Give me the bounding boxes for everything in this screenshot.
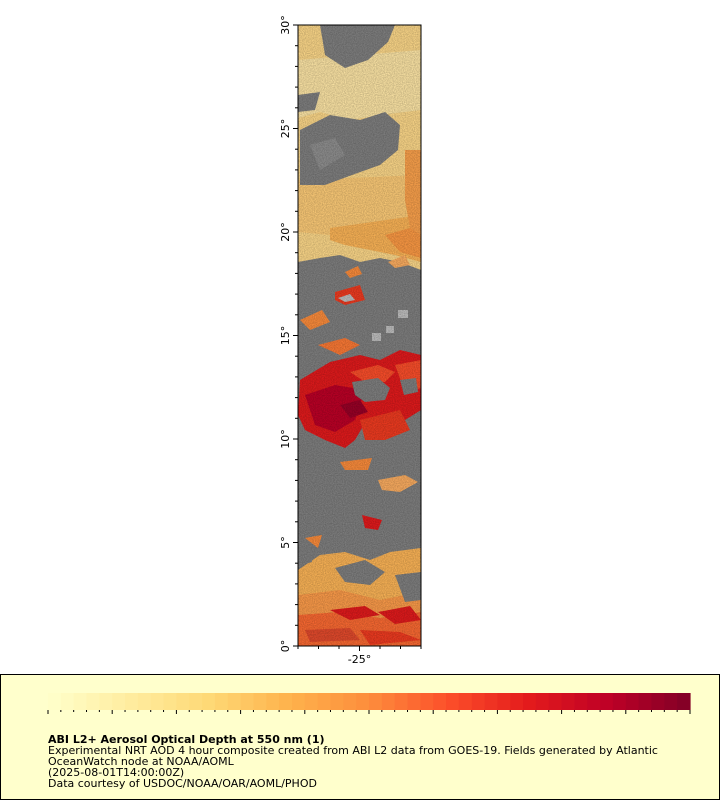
colorbar-tick-label: 0.7 (489, 714, 507, 715)
colorbar-cell (304, 693, 319, 710)
lat-tick-label: 30° (279, 15, 292, 35)
colorbar-cell (612, 693, 627, 710)
colorbar-cell (356, 693, 370, 710)
colorbar-cell (433, 693, 447, 710)
colorbar-cell (535, 693, 550, 710)
colorbar-cell (548, 693, 563, 710)
colorbar-cell (150, 693, 165, 710)
colorbar-cell (664, 693, 678, 710)
colorbar-cell (330, 693, 344, 710)
colorbar-tick-label: 0.8 (553, 714, 571, 715)
legend-credit: Data courtesy of USDOC/NOAA/OAR/AOML/PHO… (48, 777, 317, 790)
colorbar-cell (484, 693, 498, 710)
colorbar-cell (240, 693, 255, 710)
colorbar-cell (291, 693, 306, 710)
colorbar-cell (214, 693, 229, 710)
colorbar-cell (317, 693, 332, 710)
lat-tick-label: 25° (279, 119, 292, 139)
colorbar-cell (369, 693, 383, 710)
colorbar-cell (446, 693, 460, 710)
colorbar-cell (407, 693, 421, 710)
colorbar-cell (343, 693, 357, 710)
colorbar-cell (651, 693, 665, 710)
colorbar-cell (227, 693, 242, 710)
colorbar-ticks: 0 0.1 0.2 0.3 0.4 0.5 0.6 0.7 0.8 0.9 1 (45, 710, 694, 715)
legend-title: ABI L2+ Aerosol Optical Depth at 550 nm … (48, 733, 325, 746)
lat-tick-label: 5° (279, 536, 292, 549)
colorbar-cell (420, 693, 434, 710)
legend-timestamp: (2025-08-01T14:00:00Z) (48, 766, 185, 779)
lat-tick-label: 15° (279, 326, 292, 346)
colorbar-tick-label: 0.4 (296, 714, 314, 715)
lat-tick-label: 0° (279, 640, 292, 653)
colorbar-cell (48, 693, 62, 710)
colorbar-cell (137, 693, 152, 710)
colorbar-cell (523, 693, 537, 710)
longitude-axis: -25° (297, 646, 422, 666)
colorbar-tick-label: 0.1 (103, 714, 121, 715)
lon-tick-label: -25° (348, 653, 371, 666)
colorbar-cell (163, 693, 177, 710)
colorbar-cell (73, 693, 88, 710)
grain-texture (298, 25, 421, 646)
colorbar-tick-label: 0.5 (360, 714, 378, 715)
colorbar-tick-label: 0.6 (424, 714, 442, 715)
colorbar-tick-label: 0.2 (168, 714, 186, 715)
colorbar-cell (266, 693, 280, 710)
map-plot[interactable] (298, 25, 421, 646)
colorbar-cell (86, 693, 100, 710)
colorbar: 0 0.1 0.2 0.3 0.4 0.5 0.6 0.7 0.8 0.9 1 (45, 693, 694, 715)
colorbar-cell (638, 693, 653, 710)
colorbar-cell (381, 693, 396, 710)
colorbar-tick-label: 0.3 (232, 714, 250, 715)
colorbar-cell (176, 693, 190, 710)
colorbar-cell (394, 693, 409, 710)
colorbar-cell (202, 693, 216, 710)
colorbar-cell (60, 693, 75, 710)
colorbar-cell (510, 693, 524, 710)
colorbar-tick-label: 0.9 (617, 714, 635, 715)
colorbar-cell (561, 693, 576, 710)
colorbar-cell (471, 693, 486, 710)
latitude-axis: 0° 5° 10° 15° 20° 25° 30° (279, 15, 298, 652)
colorbar-cell (600, 693, 614, 710)
colorbar-cell (112, 693, 126, 710)
colorbar-cell (587, 693, 601, 710)
colorbar-cell (253, 693, 267, 710)
legend-panel: 0 0.1 0.2 0.3 0.4 0.5 0.6 0.7 0.8 0.9 1 ABI L2+ Ae… (0, 674, 720, 800)
lat-tick-label: 10° (279, 429, 292, 449)
colorbar-cell (677, 693, 691, 710)
lat-tick-label: 20° (279, 222, 292, 242)
map-area: 0° 5° 10° 15° 20° 25° 30° -25° (279, 15, 422, 666)
colorbar-cell (279, 693, 293, 710)
colorbar-cell (625, 693, 640, 710)
colorbar-cell (99, 693, 113, 710)
colorbar-cell (125, 693, 139, 710)
legend-description-line2: OceanWatch node at NOAA/AOML (48, 755, 234, 768)
colorbar-cell (189, 693, 203, 710)
colorbar-cell (574, 693, 588, 710)
colorbar-cell (497, 693, 511, 710)
legend-description-line1: Experimental NRT AOD 4 hour composite cr… (48, 744, 658, 757)
colorbar-tick-label: 0 (45, 714, 52, 715)
colorbar-cells (48, 693, 691, 710)
colorbar-tick-label: 1 (687, 714, 694, 715)
colorbar-cell (458, 693, 473, 710)
